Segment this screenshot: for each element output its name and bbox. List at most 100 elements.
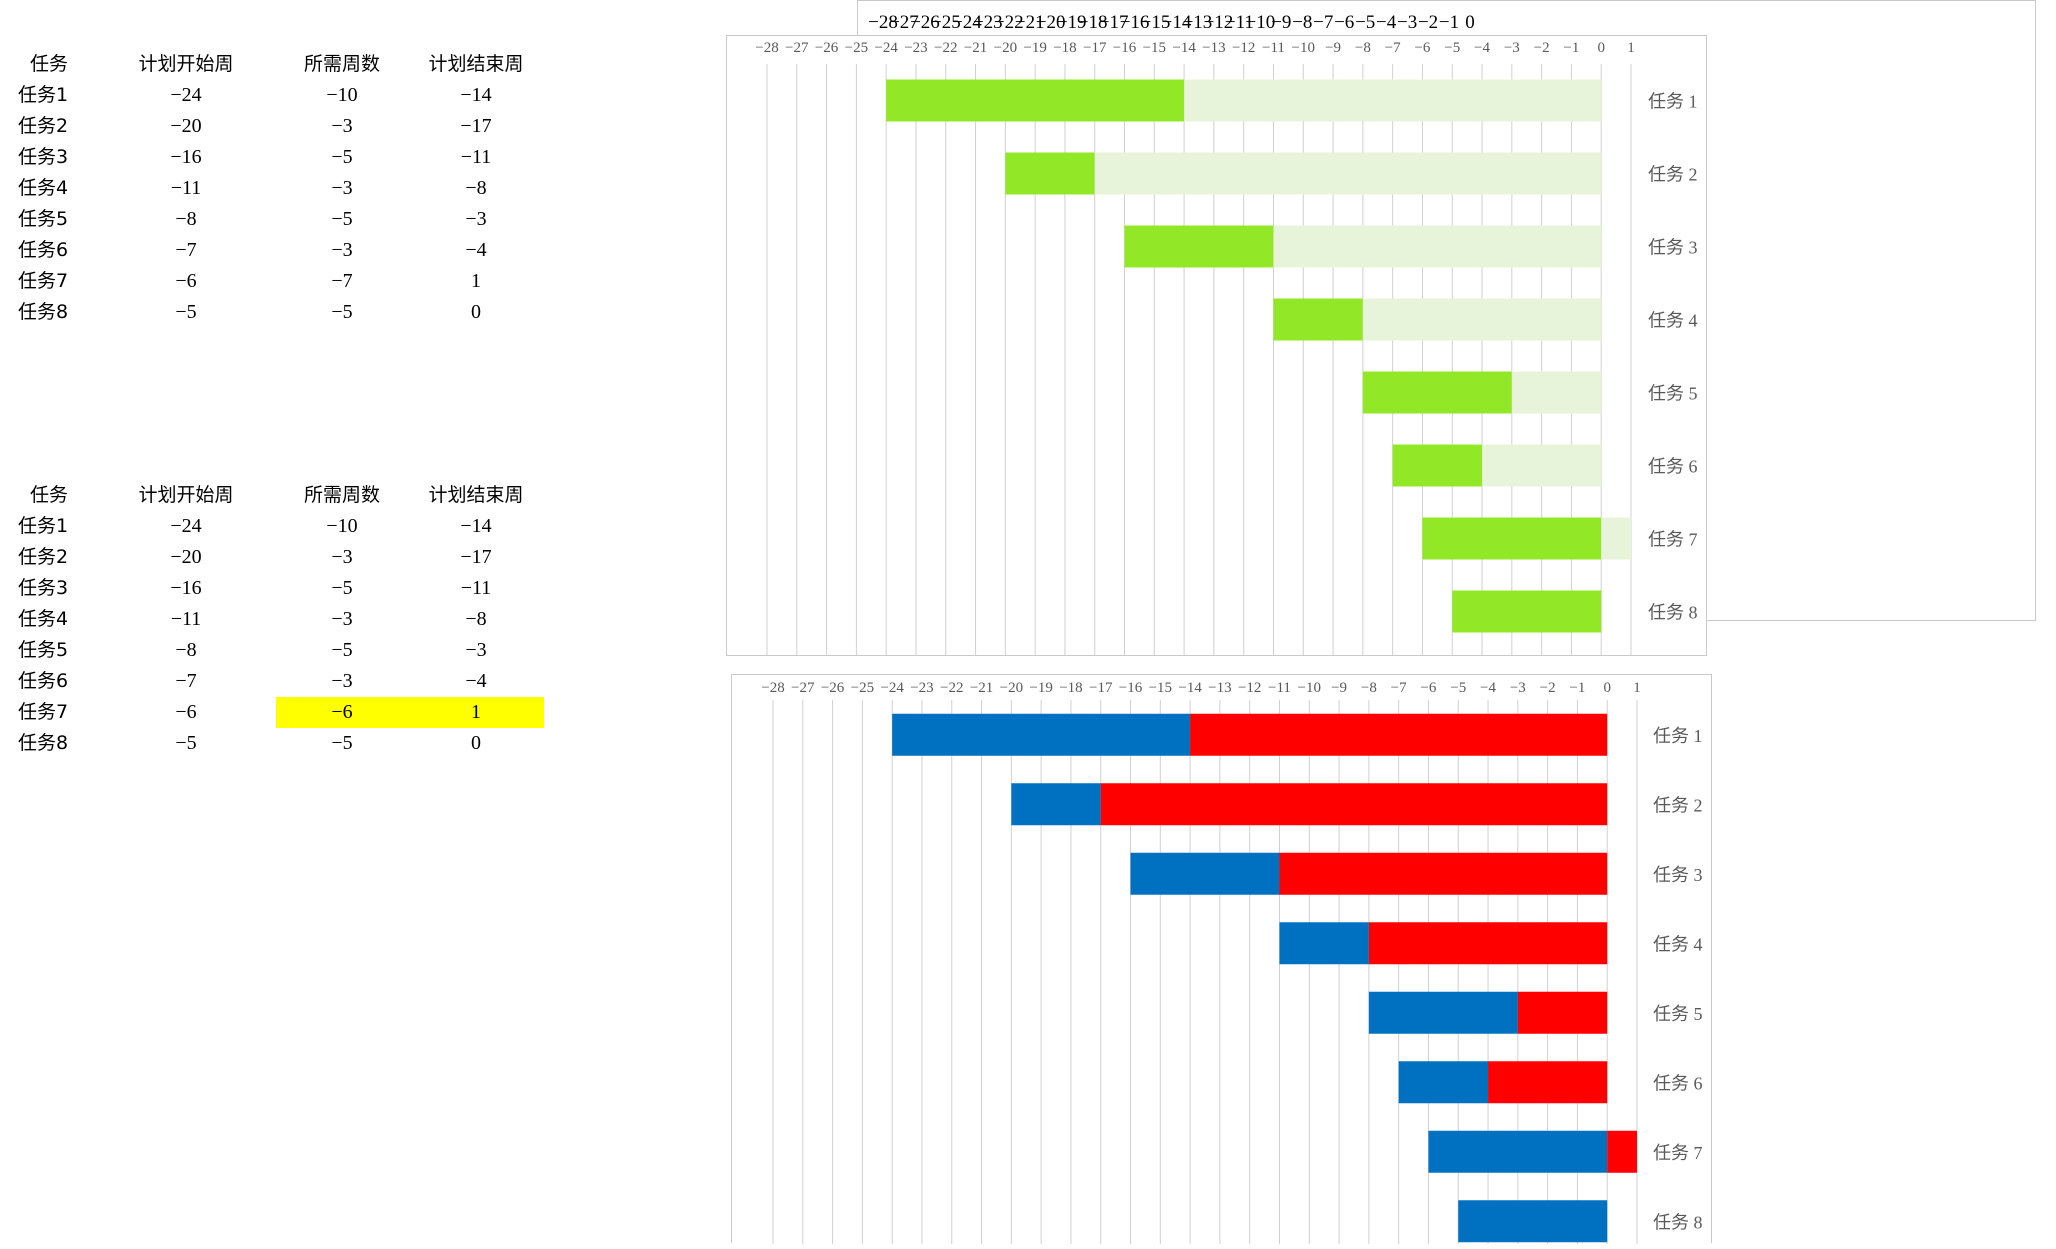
table-cell: −10 (326, 515, 358, 537)
table-cell: −17 (460, 546, 492, 568)
gantt-bar (892, 713, 1191, 756)
table-cell: 任务5 (18, 208, 69, 230)
table-cell: −11 (460, 577, 492, 599)
blue-red-gantt-chart: −28 −27 −26 −25 −24 −23 −22 −21 −20 −19 −18 −17 −16−… (761, 680, 1703, 1244)
gantt-bar (1184, 79, 1602, 122)
x-tick-label: −16 (1120, 12, 1150, 33)
x-tick-label: −22 (934, 40, 957, 56)
table-cell: −8 (175, 639, 197, 661)
x-tick-label: −16 (1119, 680, 1143, 696)
x-tick-label: −12 (1232, 40, 1255, 56)
table-row: 任务3 −16 −5 −11 (0, 142, 580, 173)
x-tick-label: −21 (1015, 12, 1045, 33)
table-cell: −11 (460, 146, 492, 168)
x-tick-label: −6 (1334, 12, 1354, 33)
x-tick-label: −5 (1444, 40, 1460, 56)
table-cell: −7 (331, 270, 353, 292)
x-tick-label: −21 (970, 680, 993, 696)
x-tick-label: −25 (931, 12, 961, 33)
gantt-bar (1279, 852, 1608, 895)
table-row: 任务8 −5 −5 0 (0, 297, 580, 328)
x-tick-label: −1 (1563, 40, 1579, 56)
table-cell: 0 (471, 732, 481, 754)
x-tick-label: −20 (1000, 680, 1023, 696)
x-tick-label: −4 (1480, 680, 1496, 696)
x-tick-label: −15 (1141, 12, 1171, 33)
table-cell: 任务1 (18, 84, 69, 106)
table-cell: −8 (465, 177, 487, 199)
x-tick-label: −11 (1268, 680, 1291, 696)
table-row: 任务1 −24 −10 −14 (0, 511, 580, 542)
x-tick-label: −13 (1208, 680, 1231, 696)
table-cell: −5 (331, 146, 353, 168)
category-label: 任务 2 (1653, 795, 1703, 815)
green-gantt-chart: −28 −27 −26 −25 −24 −23 −22 −21 −20 −19 −18 −17 −16−… (755, 40, 1698, 674)
table-cell: 任务7 (18, 270, 69, 292)
x-tick-label: −19 (1029, 680, 1052, 696)
table-row: 任务7 −6 −6 1 (0, 697, 580, 728)
table-cell: 任务6 (18, 239, 69, 261)
x-tick-label: −19 (1057, 12, 1087, 33)
x-tick-label: −7 (1385, 40, 1401, 56)
x-tick-label: −21 (964, 40, 987, 56)
table-cell: −20 (170, 546, 202, 568)
table-cell: −10 (326, 84, 358, 106)
gantt-bar (1362, 371, 1512, 414)
x-tick-label: −27 (889, 12, 919, 33)
x-tick-label: −8 (1292, 12, 1312, 33)
table-row: 任务5 −8 −5 −3 (0, 635, 580, 666)
gantt-bar (1273, 298, 1363, 341)
x-tick-label: 0 (1597, 40, 1605, 56)
table-row: 任务2 −20 −3 −17 (0, 542, 580, 573)
table-cell: −8 (465, 608, 487, 630)
x-tick-label: −14 (1178, 680, 1202, 696)
x-tick-label: −11 (1262, 40, 1285, 56)
table-cell: −5 (331, 208, 353, 230)
table-cell: −3 (331, 115, 353, 137)
gantt-bar (1124, 225, 1274, 268)
table-cell: −5 (331, 732, 353, 754)
table-cell: 0 (471, 301, 481, 323)
table-cell: 1 (471, 270, 481, 292)
category-label: 任务 4 (1648, 311, 1698, 331)
gantt-bar (1130, 852, 1280, 895)
table-cell: 任务5 (18, 639, 69, 661)
x-tick-label: 0 (1465, 12, 1475, 33)
table-cell: 任务4 (18, 608, 69, 630)
x-tick-label: −13 (1202, 40, 1225, 56)
table-cell: −17 (460, 115, 492, 137)
gantt-bar (1422, 517, 1602, 560)
table-cell: −7 (175, 239, 197, 261)
table-row: 任务6 −7 −3 −4 (0, 235, 580, 266)
x-tick-label: −24 (880, 680, 904, 696)
x-tick-label: −7 (1313, 12, 1333, 33)
table-cell: 任务8 (18, 301, 69, 323)
x-tick-label: −28 (755, 40, 778, 56)
table-cell: 任务1 (18, 515, 69, 537)
x-tick-label: −9 (1331, 680, 1347, 696)
x-tick-label: −8 (1361, 680, 1377, 696)
category-label: 任务 7 (1653, 1143, 1703, 1163)
table-cell: −6 (276, 697, 408, 728)
table-header: 任务 计划开始周 所需周数 计划结束周 (0, 480, 580, 511)
gantt-bar (1368, 922, 1608, 965)
table-row: 任务5 −8 −5 −3 (0, 204, 580, 235)
x-tick-label: −13 (1183, 12, 1213, 33)
table-row: 任务4 −11 −3 −8 (0, 173, 580, 204)
gantt-bar (1362, 298, 1602, 341)
table-cell: 任务8 (18, 732, 69, 754)
table-cell: −8 (175, 208, 197, 230)
x-tick-label: −23 (910, 680, 933, 696)
table-row: 任务7 −6 −7 1 (0, 266, 580, 297)
x-tick-label: −10 (1298, 680, 1321, 696)
header-cell: 所需周数 (303, 484, 380, 506)
table-cell: −3 (331, 608, 353, 630)
gantt-bar (1458, 1200, 1608, 1243)
x-tick-label: −12 (1204, 12, 1234, 33)
x-tick-label: −19 (1023, 40, 1046, 56)
x-tick-label: −25 (851, 680, 874, 696)
table-cell: 任务2 (18, 115, 69, 137)
x-tick-label: −9 (1271, 12, 1291, 33)
table-cell: −11 (170, 608, 202, 630)
table-cell: −16 (170, 146, 202, 168)
